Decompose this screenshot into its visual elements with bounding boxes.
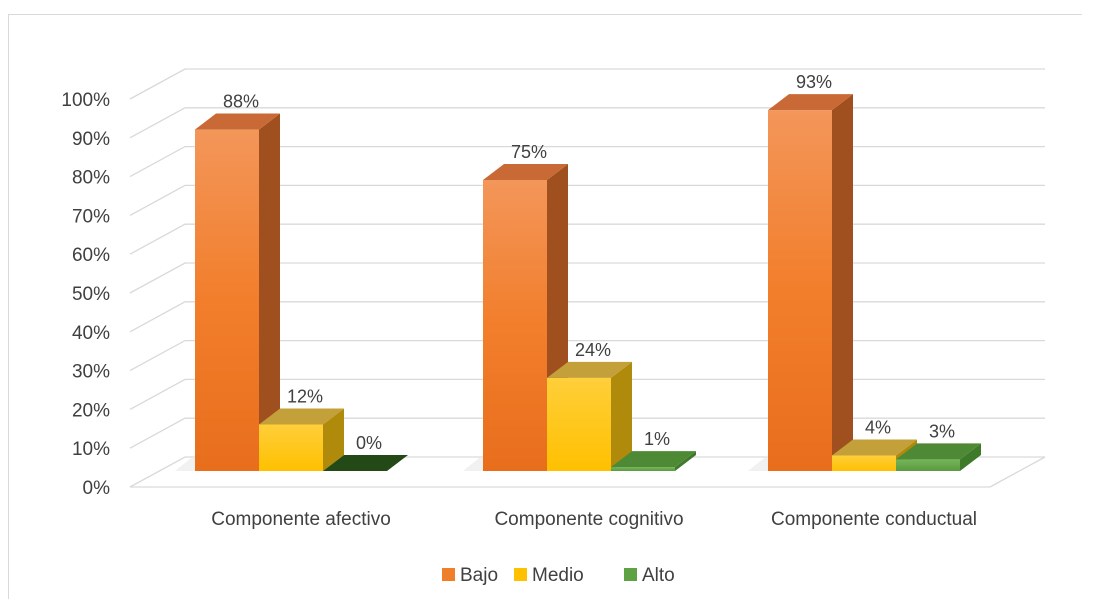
data-label: 93% — [796, 72, 832, 92]
gridline — [129, 301, 1045, 333]
gridlines — [129, 68, 1046, 488]
legend-item-medio: Medio — [514, 565, 584, 586]
bar-bajo — [195, 113, 280, 471]
bar-medio — [547, 361, 632, 471]
legend-swatch — [624, 568, 637, 581]
y-tick-label: 100% — [61, 90, 110, 111]
gridline — [129, 378, 1045, 410]
gridline — [129, 184, 1045, 216]
bar-side — [832, 94, 853, 471]
bar-medio — [259, 408, 344, 471]
legend-item-bajo: Bajo — [442, 565, 498, 586]
y-tick-label: 60% — [72, 245, 110, 266]
legend-label: Bajo — [460, 565, 498, 586]
legend-label: Medio — [532, 565, 584, 586]
gridline — [129, 68, 1045, 100]
gridline — [129, 339, 1045, 372]
y-tick-label: 80% — [72, 168, 110, 189]
data-label: 75% — [511, 142, 547, 162]
bar-top — [896, 443, 981, 460]
data-label: 24% — [575, 340, 611, 360]
bar-bajo — [768, 94, 853, 471]
data-label: 0% — [356, 433, 382, 453]
bar-front — [832, 455, 896, 471]
bar-alto — [896, 443, 981, 471]
data-label: 88% — [223, 92, 259, 112]
y-tick-label: 20% — [72, 400, 110, 421]
bar-side — [675, 451, 696, 471]
data-label: 1% — [644, 429, 670, 449]
bar-top — [832, 439, 917, 456]
bar-front — [896, 459, 960, 471]
bar-top — [483, 164, 568, 180]
legend-item-alto: Alto — [624, 565, 675, 586]
gridline — [129, 145, 1045, 178]
bar-top — [611, 451, 696, 468]
data-label: 4% — [865, 417, 891, 437]
gridline — [129, 223, 1045, 255]
y-tick-label: 40% — [72, 323, 110, 344]
x-tick-label: Componente cognitivo — [494, 509, 683, 530]
bar-top — [259, 408, 344, 425]
bar-top — [195, 113, 280, 130]
y-tick-label: 90% — [72, 129, 110, 150]
bar-top — [768, 94, 853, 111]
bar-top — [547, 361, 632, 378]
data-label: 12% — [287, 386, 323, 406]
legend-swatch — [514, 568, 527, 581]
bar-alto — [611, 451, 696, 471]
bar-front — [195, 129, 259, 471]
bar-side — [960, 443, 981, 471]
gridline — [129, 417, 1045, 449]
y-tick-label: 70% — [72, 206, 110, 227]
y-axis: 0% 10% 20% 30% 40% 50% 60% 70% 80% 90% 100% — [61, 90, 110, 499]
gridline — [129, 262, 1045, 294]
bar-side — [323, 408, 344, 471]
legend-swatch — [442, 568, 455, 581]
y-tick-label: 50% — [72, 284, 110, 305]
bar-alto — [323, 455, 408, 471]
y-tick-label: 30% — [72, 362, 110, 383]
data-labels: 88% 12% 0% 75% 24% 1% 93% 4% 3% — [223, 72, 955, 453]
bar-front — [259, 424, 323, 471]
y-tick-label: 10% — [72, 439, 110, 460]
legend-label: Alto — [642, 565, 675, 586]
legend: Bajo Medio Alto — [442, 565, 675, 586]
data-label: 3% — [929, 421, 955, 441]
gridline — [129, 456, 1045, 488]
y-tick-label: 0% — [83, 478, 111, 499]
bar-side — [259, 113, 280, 471]
bar-side — [611, 361, 632, 471]
x-tick-label: Componente conductual — [771, 509, 977, 530]
bar-front — [483, 180, 547, 471]
bar-top — [323, 455, 408, 471]
chart-frame — [8, 14, 1082, 599]
floor-side-edge — [989, 456, 1046, 488]
bars — [175, 94, 981, 471]
bar-front — [768, 110, 832, 471]
x-axis: Componente afectivo Componente cognitivo C… — [211, 509, 977, 530]
x-tick-label: Componente afectivo — [211, 509, 391, 530]
gridline — [129, 107, 1045, 139]
bar-front — [547, 377, 611, 471]
bar-front — [611, 467, 675, 471]
